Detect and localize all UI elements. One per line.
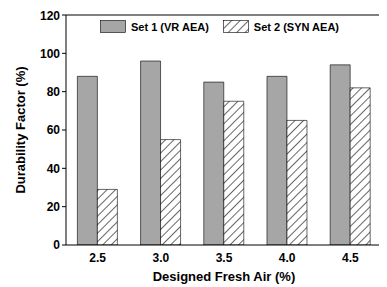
- svg-text:4.5: 4.5: [342, 251, 359, 265]
- svg-text:2.5: 2.5: [89, 251, 106, 265]
- svg-text:80: 80: [47, 85, 61, 99]
- svg-text:60: 60: [47, 123, 61, 137]
- svg-text:4.0: 4.0: [279, 251, 296, 265]
- svg-text:Durability Factor (%): Durability Factor (%): [13, 66, 28, 193]
- svg-text:Designed Fresh Air (%): Designed Fresh Air (%): [153, 269, 296, 284]
- svg-text:100: 100: [40, 47, 60, 61]
- svg-text:3.0: 3.0: [152, 251, 169, 265]
- html-text:Set 2 (SYN AEA): Set 2 (SYN AEA): [253, 20, 339, 33]
- svg-text:120: 120: [40, 9, 60, 23]
- svg-text:40: 40: [47, 162, 61, 176]
- html-text:Set 1 (VR AEA): Set 1 (VR AEA): [131, 20, 209, 33]
- svg-text:20: 20: [47, 200, 61, 214]
- svg-text:0: 0: [53, 238, 60, 252]
- svg-text:3.5: 3.5: [216, 251, 233, 265]
